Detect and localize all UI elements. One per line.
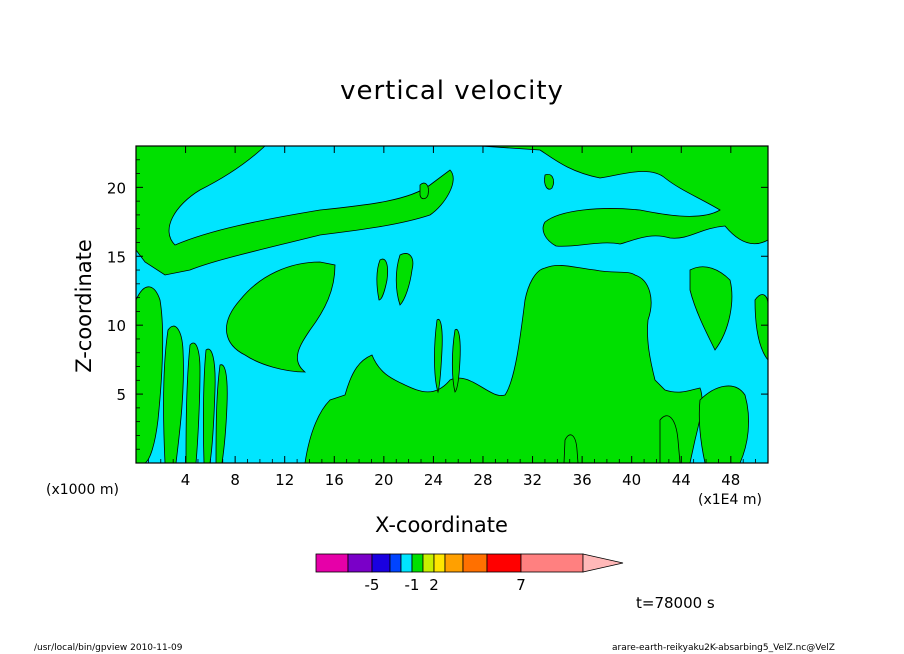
x-tick-label: 8	[230, 471, 240, 489]
colorbar-swatch	[444, 553, 464, 573]
y-tick-label: 15	[107, 248, 126, 266]
colorbar: -5 -1 2 7	[315, 553, 624, 594]
y-axis: 5 10 15 20	[107, 159, 768, 450]
colorbar-swatch	[347, 553, 373, 573]
x-tick-label: 28	[473, 471, 492, 489]
x-tick-label: 12	[275, 471, 294, 489]
colorbar-swatch	[486, 553, 522, 573]
colorbar-swatch	[462, 553, 488, 573]
colorbar-swatch	[411, 553, 424, 573]
x-tick-label: 16	[325, 471, 344, 489]
colorbar-label: 7	[516, 576, 526, 594]
chart-title: vertical velocity	[340, 76, 564, 106]
colorbar-swatch	[520, 553, 584, 573]
positive-regions	[135, 145, 769, 464]
colorbar-label: 2	[429, 576, 439, 594]
colorbar-label: -5	[365, 576, 380, 594]
x-tick-label: 40	[622, 471, 641, 489]
x-tick-label: 36	[573, 471, 592, 489]
y-axis-label: Z-coordinate	[72, 239, 96, 373]
x-tick-label: 44	[672, 471, 691, 489]
y-tick-label: 5	[116, 386, 126, 404]
y-tick-label: 20	[107, 179, 126, 197]
x-tick-label: 20	[374, 471, 393, 489]
x-axis-label: X-coordinate	[375, 513, 508, 537]
footer-right: arare-earth-reikyaku2K-absarbing5_VelZ.n…	[612, 643, 835, 653]
colorbar-swatch	[389, 553, 402, 573]
colorbar-label: -1	[405, 576, 420, 594]
x-tick-label: 4	[181, 471, 191, 489]
plot-frame	[135, 145, 769, 464]
colorbar-swatch	[315, 553, 349, 573]
x-axis: 4 8 12 16 20 24 28 32 36 40 44 48	[147, 146, 757, 489]
footer-left: /usr/local/bin/gpview 2010-11-09	[34, 643, 183, 653]
y-tick-label: 10	[107, 317, 126, 335]
x-tick-label: 32	[523, 471, 542, 489]
colorbar-swatch	[422, 553, 435, 573]
time-annotation: t=78000 s	[636, 594, 715, 612]
x-tick-label: 24	[424, 471, 443, 489]
colorbar-arrow	[582, 553, 624, 573]
colorbar-swatch	[433, 553, 446, 573]
x-tick-label: 48	[721, 471, 740, 489]
colorbar-swatch	[400, 553, 413, 573]
x-unit-label: (x1E4 m)	[698, 492, 762, 508]
x-scale-label: (x1000 m)	[46, 482, 119, 498]
colorbar-swatch	[371, 553, 391, 573]
